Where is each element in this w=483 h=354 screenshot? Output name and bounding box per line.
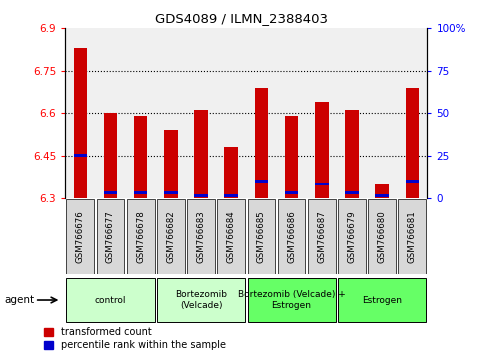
Text: GDS4089 / ILMN_2388403: GDS4089 / ILMN_2388403	[155, 12, 328, 25]
Text: Bortezomib (Velcade) +
Estrogen: Bortezomib (Velcade) + Estrogen	[238, 290, 345, 310]
Text: GSM766677: GSM766677	[106, 210, 115, 263]
FancyBboxPatch shape	[278, 199, 306, 274]
FancyBboxPatch shape	[97, 199, 125, 274]
Bar	[285, 116, 298, 198]
Bar	[194, 110, 208, 198]
FancyBboxPatch shape	[67, 278, 155, 322]
FancyBboxPatch shape	[67, 199, 94, 274]
Text: GSM766686: GSM766686	[287, 210, 296, 263]
FancyBboxPatch shape	[248, 278, 336, 322]
Bar	[73, 154, 87, 157]
FancyBboxPatch shape	[338, 199, 366, 274]
Bar	[225, 194, 238, 197]
Text: GSM766684: GSM766684	[227, 210, 236, 263]
Bar	[375, 194, 389, 197]
Bar	[345, 110, 359, 198]
FancyBboxPatch shape	[338, 278, 426, 322]
Bar	[375, 184, 389, 198]
Bar	[285, 191, 298, 194]
Text: GSM766678: GSM766678	[136, 210, 145, 263]
Bar	[104, 191, 117, 194]
Bar	[104, 113, 117, 198]
Bar	[164, 191, 178, 194]
Text: agent: agent	[5, 295, 35, 305]
Text: Bortezomib
(Velcade): Bortezomib (Velcade)	[175, 290, 227, 310]
Text: GSM766687: GSM766687	[317, 210, 327, 263]
FancyBboxPatch shape	[248, 199, 275, 274]
Bar	[406, 180, 419, 183]
Bar	[194, 194, 208, 197]
Text: GSM766685: GSM766685	[257, 210, 266, 263]
Text: control: control	[95, 296, 126, 304]
Bar	[406, 88, 419, 198]
FancyBboxPatch shape	[187, 199, 215, 274]
FancyBboxPatch shape	[398, 199, 426, 274]
Text: GSM766683: GSM766683	[197, 210, 206, 263]
Text: GSM766676: GSM766676	[76, 210, 85, 263]
Text: Estrogen: Estrogen	[362, 296, 402, 304]
Text: GSM766681: GSM766681	[408, 210, 417, 263]
Bar	[134, 116, 147, 198]
FancyBboxPatch shape	[368, 199, 396, 274]
Text: GSM766682: GSM766682	[166, 210, 175, 263]
FancyBboxPatch shape	[157, 278, 245, 322]
FancyBboxPatch shape	[217, 199, 245, 274]
Bar	[73, 48, 87, 198]
Bar	[134, 191, 147, 194]
Bar	[315, 102, 328, 198]
Bar	[345, 191, 359, 194]
FancyBboxPatch shape	[308, 199, 336, 274]
Text: GSM766679: GSM766679	[347, 210, 356, 263]
Bar	[255, 88, 268, 198]
Bar	[315, 183, 328, 185]
Bar	[255, 180, 268, 183]
Text: GSM766680: GSM766680	[378, 210, 387, 263]
Bar	[225, 147, 238, 198]
FancyBboxPatch shape	[157, 199, 185, 274]
Legend: transformed count, percentile rank within the sample: transformed count, percentile rank withi…	[43, 327, 226, 350]
FancyBboxPatch shape	[127, 199, 155, 274]
Bar	[164, 130, 178, 198]
